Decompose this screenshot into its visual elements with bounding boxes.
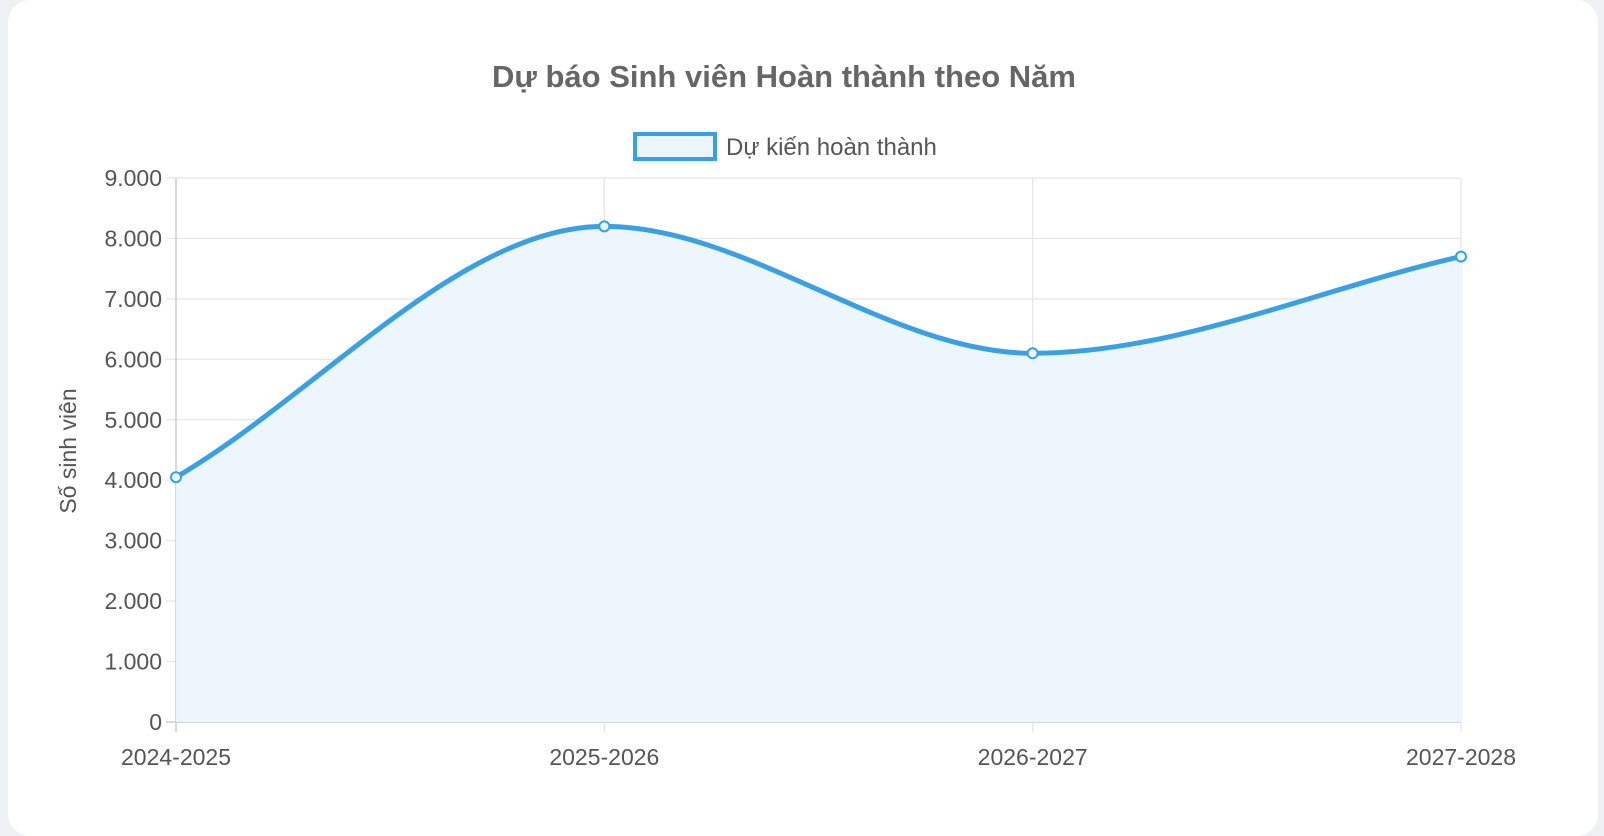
x-tick-label: 2027-2028: [1406, 744, 1516, 770]
legend-label[interactable]: Dự kiến hoàn thành: [726, 134, 937, 161]
y-axis-ticks: 0 1.000 2.000 3.000 4.000 5.000 6.000 7.000 8.00…: [104, 165, 162, 735]
data-point[interactable]: [1026, 347, 1039, 360]
data-points: [170, 220, 1467, 484]
y-tick-label: 7.000: [104, 286, 162, 312]
y-tick-label: 0: [149, 709, 162, 735]
y-tick-label: 9.000: [104, 165, 162, 191]
series-line: [173, 223, 1464, 480]
y-tick-label: 1.000: [104, 649, 162, 675]
chart-title: Dự báo Sinh viên Hoàn thành theo Năm: [492, 59, 1076, 94]
y-tick-label: 5.000: [104, 407, 162, 433]
x-tick-label: 2025-2026: [549, 744, 659, 770]
y-tick-label: 3.000: [104, 528, 162, 554]
y-axis-title: Số sinh viên: [55, 388, 81, 513]
x-tick-label: 2026-2027: [978, 744, 1088, 770]
x-tick-label: 2024-2025: [121, 744, 231, 770]
legend[interactable]: Dự kiến hoàn thành: [633, 132, 937, 161]
data-point[interactable]: [170, 471, 182, 484]
y-tick-label: 8.000: [104, 225, 162, 251]
y-tick-label: 2.000: [104, 588, 162, 614]
data-point[interactable]: [1455, 250, 1467, 263]
chart-card: Dự báo Sinh viên Hoàn thành theo Năm Dự …: [8, 0, 1598, 836]
y-tick-label: 6.000: [104, 346, 162, 372]
legend-swatch[interactable]: [633, 132, 717, 161]
data-point[interactable]: [598, 220, 611, 233]
y-tick-label: 4.000: [104, 467, 162, 493]
line-chart: Dự báo Sinh viên Hoàn thành theo Năm Dự …: [55, 59, 1516, 770]
x-axis-ticks: 2024-2025 2025-2026 2026-2027 2027-2028: [121, 744, 1516, 770]
series-area: [176, 226, 1461, 722]
